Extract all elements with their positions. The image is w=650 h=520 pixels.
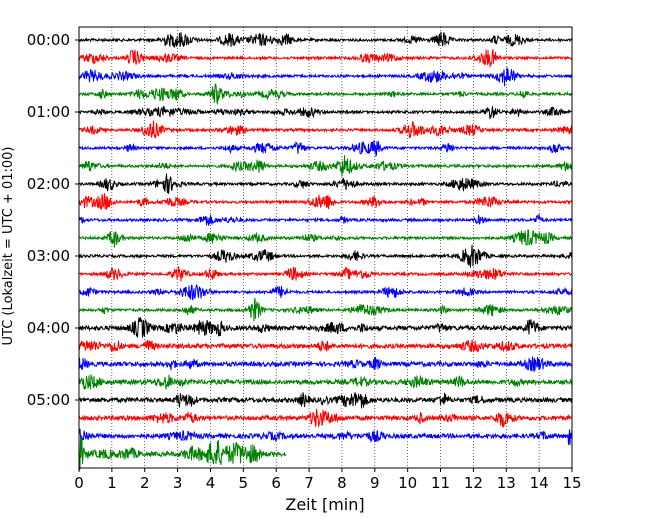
seismic-trace — [78, 392, 573, 409]
y-axis-ticks: 00:00 01:00 02:00 03:00 04:00 05:00 — [27, 31, 79, 409]
seismic-trace — [78, 83, 573, 106]
y-tick-label: 01:00 — [27, 103, 70, 121]
x-axis-ticks: 0 1 2 3 4 5 6 7 8 9 10 11 12 13 14 15 — [74, 468, 582, 492]
seismic-trace — [78, 105, 573, 120]
seismic-trace — [78, 31, 573, 48]
x-tick-label: 4 — [206, 474, 216, 492]
seismic-trace — [78, 155, 573, 177]
seismic-trace — [78, 339, 573, 353]
seismic-trace — [78, 283, 573, 301]
x-tick-label: 6 — [271, 474, 281, 492]
seismic-trace — [78, 427, 573, 446]
seismic-trace — [78, 436, 287, 471]
seismic-trace — [78, 244, 573, 268]
seismic-trace — [78, 49, 573, 68]
x-tick-label: 5 — [239, 474, 249, 492]
x-tick-label: 14 — [530, 474, 549, 492]
seismic-trace — [78, 316, 573, 338]
x-tick-label: 13 — [497, 474, 516, 492]
seismic-trace — [78, 266, 573, 282]
seismic-trace — [78, 193, 573, 210]
seismic-trace — [78, 229, 573, 248]
seismic-trace — [78, 173, 573, 194]
seismic-trace — [78, 213, 573, 226]
x-tick-label: 3 — [173, 474, 183, 492]
x-tick-label: 2 — [140, 474, 150, 492]
plot-frame — [78, 26, 573, 469]
x-tick-label: 7 — [304, 474, 314, 492]
y-tick-label: 00:00 — [27, 31, 70, 49]
x-tick-label: 0 — [74, 474, 84, 492]
seismic-trace — [78, 408, 573, 429]
x-tick-label: 1 — [107, 474, 117, 492]
seismic-trace — [78, 374, 573, 390]
seismic-trace — [78, 356, 573, 372]
x-tick-label: 15 — [562, 474, 581, 492]
x-tick-label: 9 — [370, 474, 380, 492]
seismic-trace — [78, 67, 573, 87]
x-tick-label: 8 — [337, 474, 347, 492]
y-axis-label: UTC (Lokalzeit = UTC + 01:00) — [1, 147, 16, 346]
y-tick-label: 04:00 — [27, 319, 70, 337]
y-tick-label: 05:00 — [27, 391, 70, 409]
y-tick-label: 02:00 — [27, 175, 70, 193]
seismic-trace — [78, 140, 572, 158]
x-tick-label: 11 — [431, 474, 450, 492]
seismic-trace — [78, 297, 573, 322]
x-tick-label: 12 — [464, 474, 483, 492]
x-tick-label: 10 — [398, 474, 417, 492]
y-tick-label: 03:00 — [27, 247, 70, 265]
x-axis-label: Zeit [min] — [285, 495, 364, 514]
seismic-trace — [78, 120, 573, 139]
seismic-traces — [78, 31, 573, 471]
